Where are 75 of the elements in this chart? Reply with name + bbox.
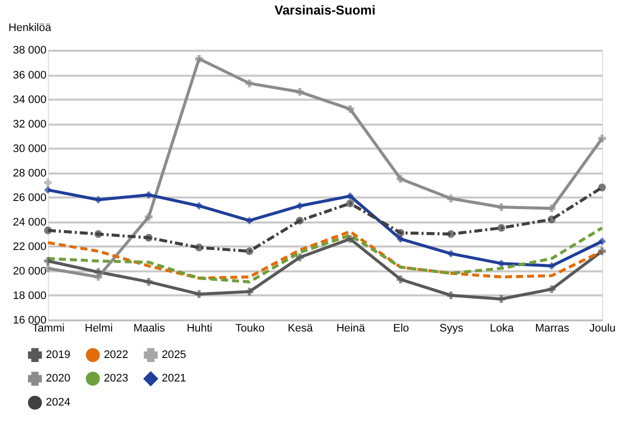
- point: [144, 213, 153, 221]
- point: [447, 250, 455, 258]
- point: [296, 216, 304, 224]
- point: [447, 194, 455, 202]
- x-tick-label: Helmi: [84, 322, 113, 334]
- y-tick-label: 22 000: [12, 240, 46, 253]
- x-tick-label: Elo: [393, 322, 409, 334]
- point: [598, 247, 606, 256]
- y-tick-label: 34 000: [12, 94, 46, 106]
- legend-label: 2021: [162, 372, 186, 385]
- point: [497, 224, 506, 232]
- x-tick-label: Joulu: [589, 322, 616, 334]
- point: [548, 204, 556, 212]
- y-tick-label: 20 000: [12, 265, 46, 278]
- point: [497, 295, 506, 303]
- x-tick-label: Syys: [440, 322, 464, 334]
- x-tick-label: Kesä: [288, 322, 314, 334]
- point: [195, 54, 203, 63]
- point: [246, 79, 254, 88]
- legend-label: 2023: [104, 372, 128, 385]
- point: [144, 190, 153, 199]
- legend-label: 2025: [162, 349, 186, 362]
- point: [396, 175, 404, 183]
- point: [497, 203, 506, 211]
- y-axis-title: Henkilöä: [8, 22, 52, 34]
- point: [44, 178, 52, 186]
- point: [598, 238, 606, 246]
- point: [548, 215, 556, 224]
- point: [94, 230, 102, 238]
- point: [447, 230, 455, 238]
- point: [396, 276, 404, 284]
- y-tick-label: 24 000: [12, 216, 46, 228]
- point: [296, 202, 304, 210]
- point: [195, 244, 203, 252]
- y-tick-label: 28 000: [12, 167, 46, 180]
- legend-label: 2019: [46, 349, 70, 362]
- chart-title: Varsinais-Suomi: [274, 2, 376, 18]
- x-tick-label: Loka: [490, 322, 515, 334]
- legend-label: 2020: [46, 372, 70, 385]
- point: [44, 257, 52, 265]
- y-tick-label: 32 000: [12, 118, 46, 130]
- point: [346, 192, 354, 200]
- legend-label: 2024: [46, 396, 70, 409]
- point: [346, 200, 354, 208]
- x-tick-label: Marras: [535, 322, 570, 334]
- x-tick-label: Heinä: [336, 322, 366, 334]
- x-tick-label: Huhti: [186, 322, 212, 334]
- point: [195, 202, 203, 210]
- legend-label: 2022: [104, 349, 128, 362]
- point: [246, 288, 254, 296]
- point: [144, 278, 153, 286]
- y-tick-label: 18 000: [12, 290, 46, 302]
- point: [396, 228, 404, 237]
- point: [44, 226, 52, 234]
- x-tick-label: Touko: [235, 322, 265, 334]
- point: [346, 235, 354, 243]
- point: [346, 105, 354, 113]
- point: [296, 88, 304, 96]
- y-tick-label: 26 000: [12, 192, 46, 204]
- point: [144, 234, 153, 242]
- point: [195, 290, 203, 298]
- y-tick-label: 36 000: [12, 69, 46, 82]
- point: [44, 186, 52, 194]
- y-tick-label: 38 000: [12, 44, 46, 57]
- point: [598, 184, 606, 192]
- point: [246, 247, 254, 256]
- point: [598, 134, 606, 142]
- point: [246, 216, 254, 224]
- x-tick-label: Tammi: [32, 322, 65, 334]
- point: [94, 273, 102, 281]
- y-tick-label: 30 000: [12, 142, 46, 155]
- x-tick-label: Maalis: [133, 322, 166, 334]
- point: [548, 285, 556, 294]
- point: [447, 291, 455, 300]
- point: [296, 253, 304, 262]
